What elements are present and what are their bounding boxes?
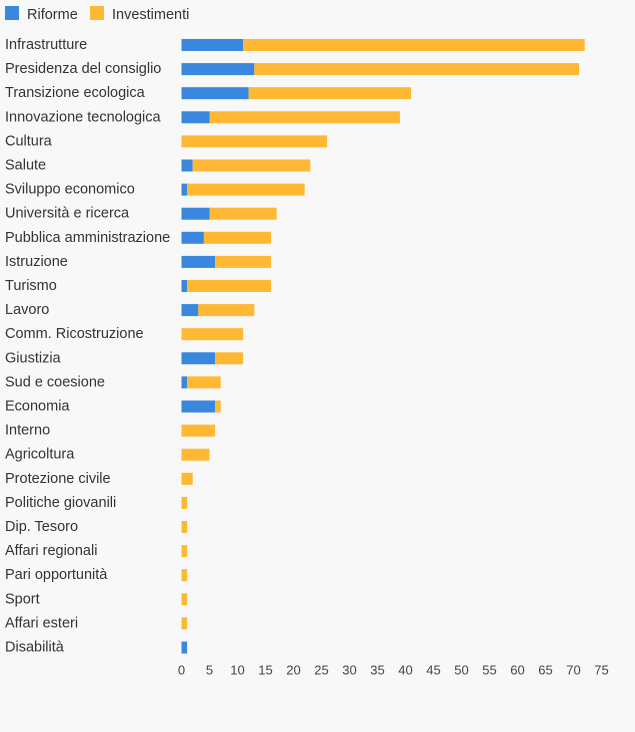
x-tick-label: 45: [426, 663, 440, 678]
category-label: Infrastrutture: [5, 37, 87, 53]
category-label: Lavoro: [5, 302, 49, 318]
bars: [181, 39, 585, 654]
bar-riforme: [181, 63, 255, 76]
bar-investimenti: [181, 472, 193, 485]
bar-riforme: [181, 304, 199, 317]
bar-investimenti: [215, 255, 272, 268]
category-label: Giustizia: [5, 350, 62, 366]
category-label: Affari esteri: [5, 615, 78, 631]
category-labels: Infrastrutture Presidenza del consiglio Tr…: [5, 37, 170, 656]
x-tick-label: 65: [538, 663, 552, 678]
bar-riforme: [181, 641, 188, 654]
category-label: Politiche giovanili: [5, 495, 116, 511]
bar-riforme: [181, 111, 210, 124]
bar-riforme: [181, 400, 216, 413]
x-tick-label: 0: [178, 663, 185, 678]
category-label: Sport: [5, 591, 40, 607]
x-tick-label: 20: [286, 663, 300, 678]
bar-investimenti: [181, 135, 328, 148]
bar-investimenti: [187, 183, 305, 196]
bar-riforme: [181, 207, 210, 220]
bar-riforme: [181, 352, 216, 365]
bar-investimenti: [181, 617, 188, 630]
x-tick-label: 40: [398, 663, 412, 678]
category-label: Interno: [5, 423, 50, 439]
category-label: Pubblica amministrazione: [5, 230, 170, 246]
legend-label-1: Riforme: [27, 7, 78, 23]
category-label: Sud e coesione: [5, 374, 105, 390]
category-label: Università e ricerca: [5, 206, 130, 222]
bar-investimenti: [209, 111, 400, 124]
category-label: Dip. Tesoro: [5, 519, 78, 535]
category-label: Disabilità: [5, 640, 65, 656]
bar-riforme: [181, 255, 216, 268]
legend: Riforme Investimenti: [5, 6, 189, 23]
x-tick-label: 75: [594, 663, 608, 678]
category-label: Istruzione: [5, 254, 68, 270]
x-tick-label: 60: [510, 663, 524, 678]
x-tick-label: 10: [230, 663, 244, 678]
bar-investimenti: [181, 545, 188, 558]
x-axis-ticks: 0 5 10 15 20 25 30 35 40 45 50 55 60 65 70 75: [178, 663, 609, 678]
legend-label-2: Investimenti: [112, 7, 189, 23]
bar-investimenti: [181, 521, 188, 533]
category-label: Pari opportunità: [5, 567, 108, 583]
x-tick-label: 5: [206, 663, 213, 678]
bar-investimenti: [254, 63, 580, 76]
bar-riforme: [181, 87, 249, 100]
bar-investimenti: [248, 87, 412, 100]
category-label: Presidenza del consiglio: [5, 61, 161, 77]
bar-riforme: [181, 183, 188, 196]
x-tick-label: 35: [370, 663, 384, 678]
bar-investimenti: [192, 159, 311, 172]
bar-riforme: [181, 39, 244, 51]
bar-investimenti: [243, 39, 585, 51]
bar-investimenti: [187, 376, 221, 389]
bar-riforme: [181, 159, 193, 172]
x-tick-label: 25: [314, 663, 328, 678]
bar-riforme: [181, 280, 188, 292]
bar-investimenti: [181, 448, 210, 461]
category-label: Agricoltura: [5, 447, 75, 463]
bar-investimenti: [181, 569, 188, 582]
bar-investimenti: [181, 496, 188, 509]
x-tick-label: 55: [482, 663, 496, 678]
category-label: Transizione ecologica: [5, 85, 146, 101]
legend-swatch-1: [5, 6, 19, 20]
category-label: Innovazione tecnologica: [5, 109, 162, 125]
bar-investimenti: [181, 593, 188, 606]
x-tick-label: 70: [566, 663, 580, 678]
bar-investimenti: [198, 304, 255, 317]
bar-riforme: [181, 376, 188, 389]
category-label: Cultura: [5, 133, 53, 149]
legend-swatch-2: [90, 6, 104, 20]
category-label: Comm. Ricostruzione: [5, 326, 144, 342]
bar-investimenti: [215, 400, 221, 413]
category-label: Turismo: [5, 278, 57, 294]
category-label: Affari regionali: [5, 543, 97, 559]
category-label: Salute: [5, 158, 46, 174]
x-tick-label: 30: [342, 663, 356, 678]
bar-riforme: [181, 231, 204, 244]
bar-investimenti: [203, 231, 272, 244]
bar-investimenti: [181, 328, 244, 341]
category-label: Economia: [5, 399, 70, 415]
bar-investimenti: [215, 352, 244, 365]
bar-investimenti: [209, 207, 277, 220]
bar-investimenti: [181, 424, 216, 437]
x-tick-label: 15: [258, 663, 272, 678]
bar-investimenti: [187, 280, 272, 292]
category-label: Protezione civile: [5, 471, 111, 487]
category-label: Sviluppo economico: [5, 182, 135, 198]
x-tick-label: 50: [454, 663, 468, 678]
